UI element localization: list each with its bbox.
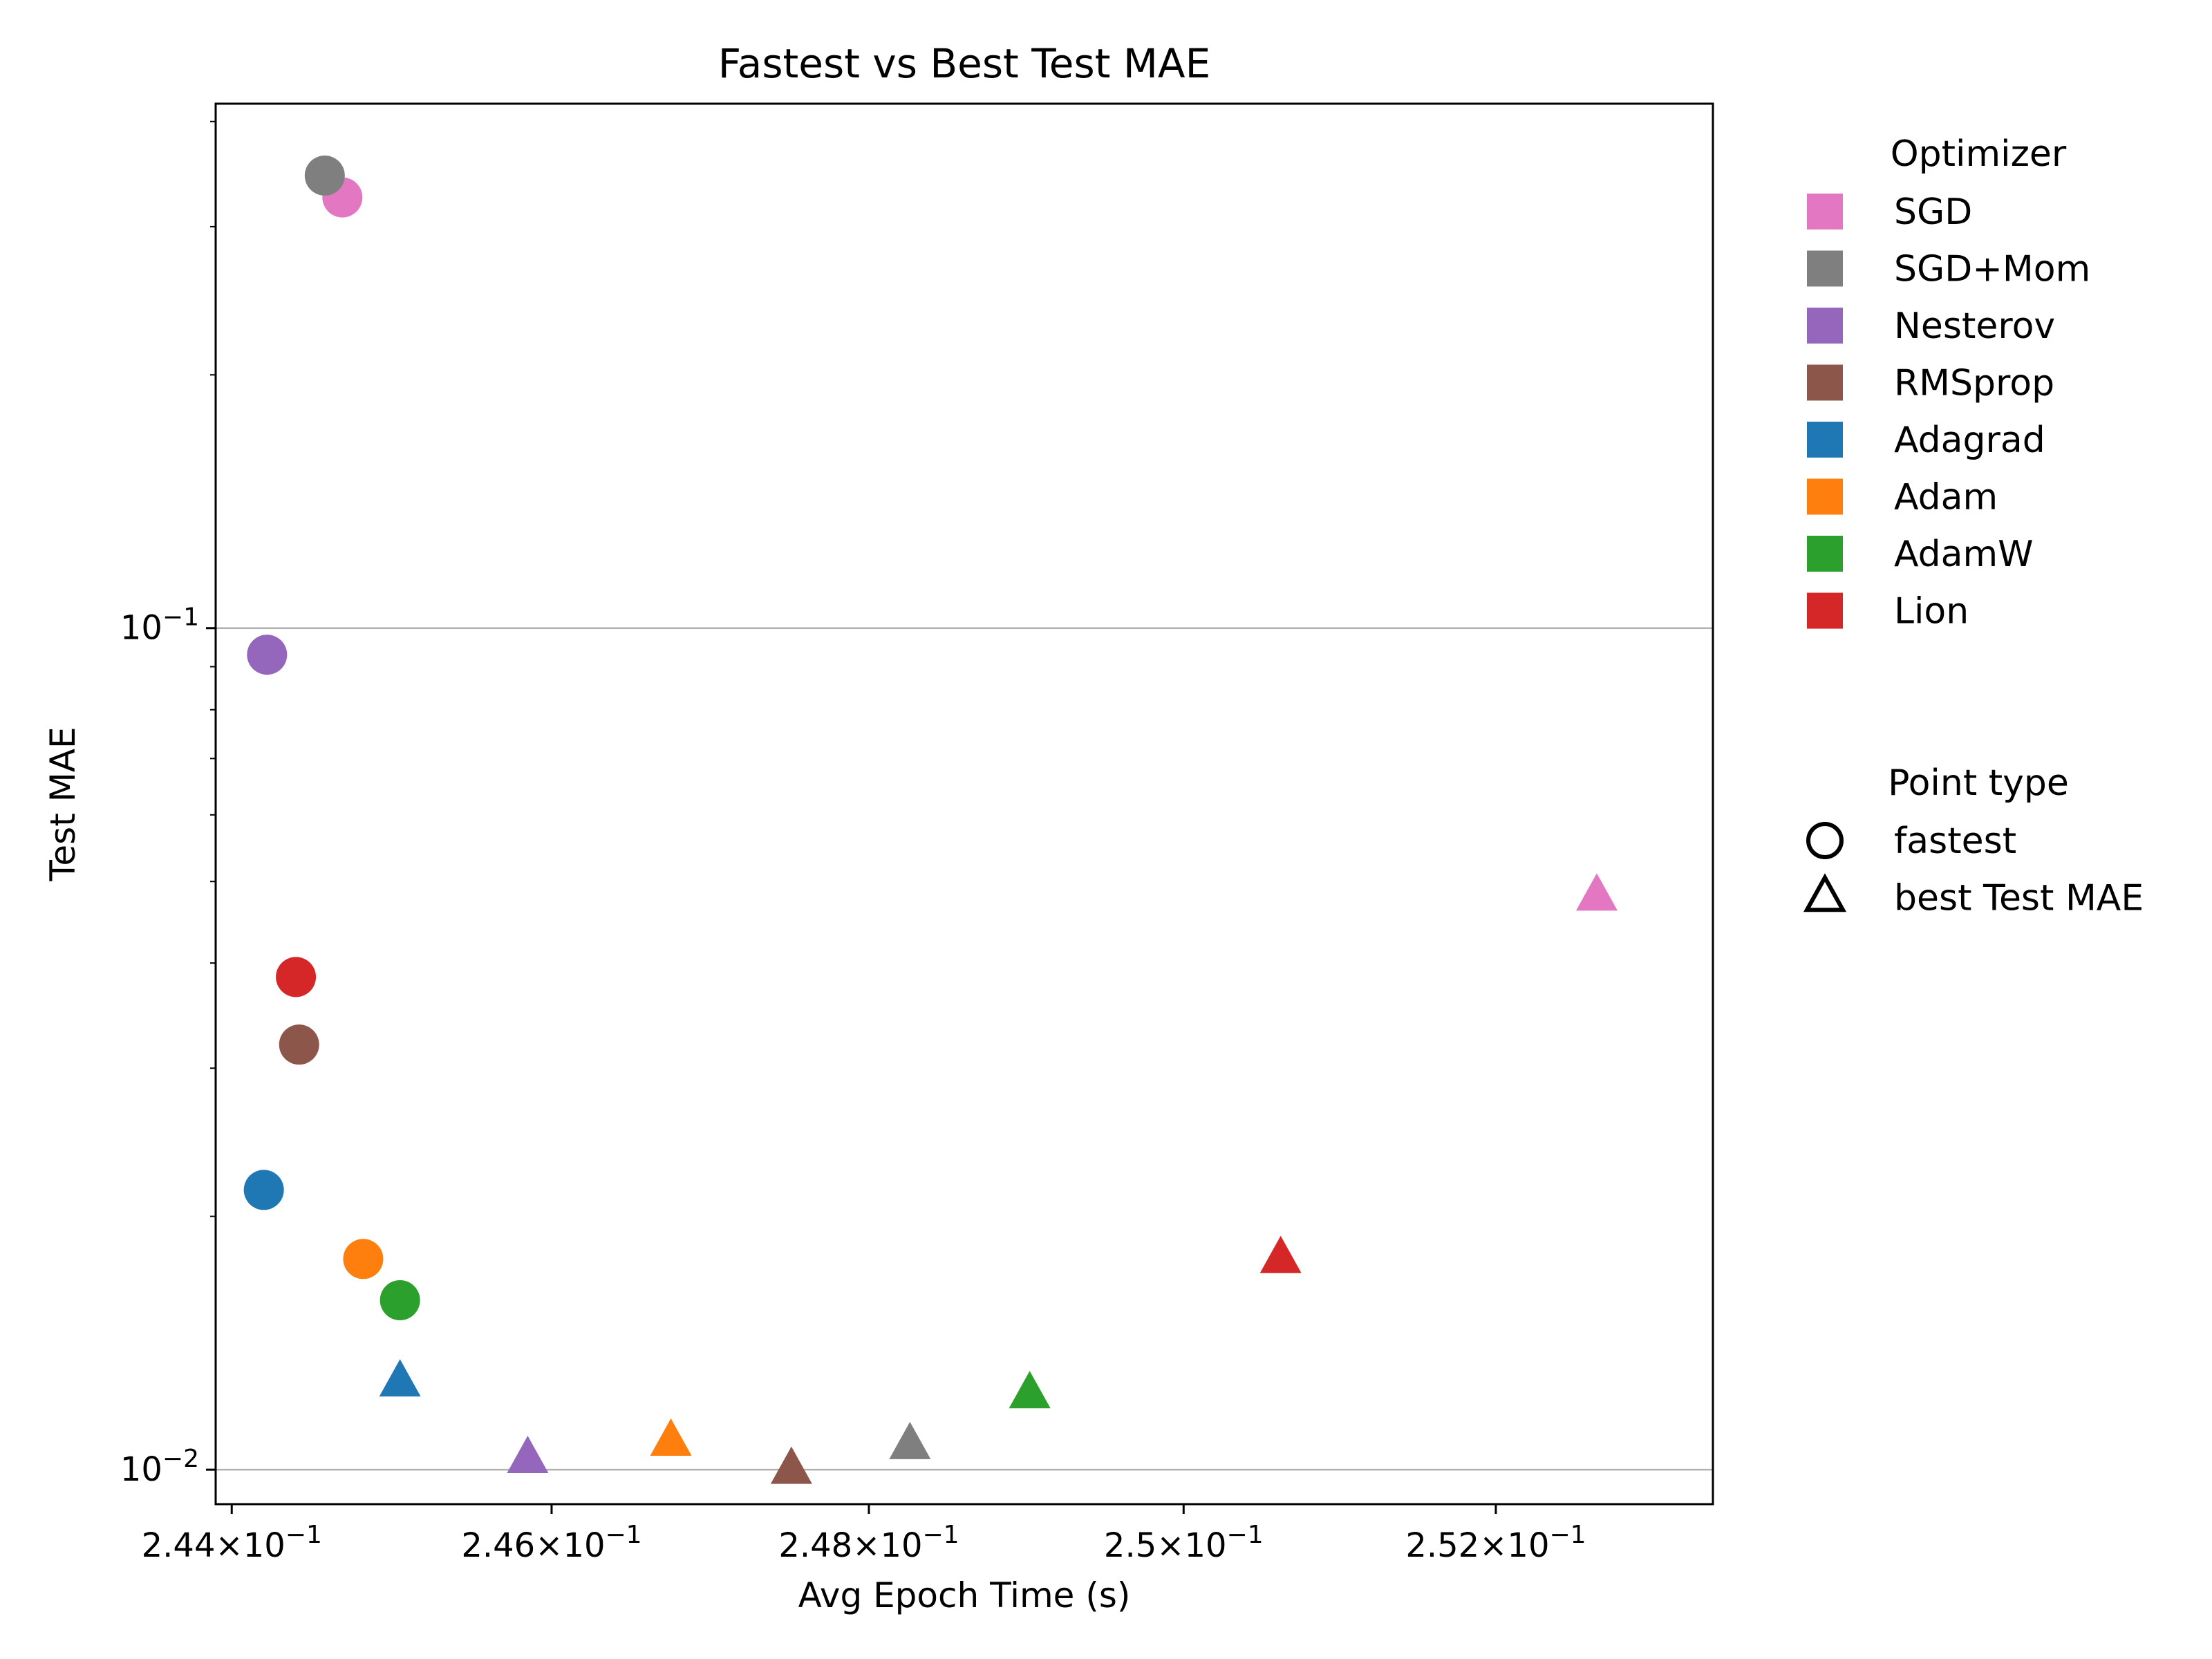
legend-label-adam: Adam	[1894, 477, 1998, 518]
legend-label-adamw: AdamW	[1894, 534, 2034, 575]
x-axis-label: Avg Epoch Time (s)	[798, 1575, 1131, 1615]
point-best-nesterov	[507, 1436, 549, 1474]
point-best-adam	[650, 1418, 692, 1456]
x-tick-label: 2.46×10−1	[461, 1521, 641, 1565]
legend-swatch-sgd-mom	[1807, 250, 1843, 287]
data-points	[243, 156, 1618, 1484]
legend-label-sgd: SGD	[1894, 191, 1972, 233]
x-tick-label: 2.5×10−1	[1104, 1521, 1264, 1565]
point-fastest-adagrad	[243, 1170, 284, 1210]
point-best-rmsprop	[770, 1446, 812, 1484]
axis-ticks: 10−2 10−1 2.44×10−1 2.46×10−1 2.48×10−1 2.5×1…	[120, 120, 1586, 1565]
point-fastest-adamw	[379, 1280, 420, 1320]
point-best-sgd-mom	[889, 1421, 931, 1459]
point-fastest-sgd-mom	[304, 156, 345, 196]
legend-swatch-adagrad	[1807, 422, 1843, 458]
legend-marker-fastest	[1806, 822, 1844, 859]
legend-swatch-sgd	[1807, 194, 1843, 229]
legend: Optimizer SGD SGD+Mom Nesterov RMSprop Adagra…	[1803, 133, 2144, 919]
x-tick-label: 2.44×10−1	[142, 1521, 322, 1565]
legend-marker-best	[1803, 873, 1847, 912]
legend-swatch-lion	[1807, 592, 1843, 629]
x-tick-label: 2.52×10−1	[1405, 1521, 1586, 1565]
legend-label-adagrad: Adagrad	[1894, 420, 2045, 461]
legend-label-fastest: fastest	[1894, 821, 2016, 862]
legend-swatch-adam	[1807, 478, 1843, 515]
point-best-sgd	[1575, 873, 1618, 911]
point-fastest-lion	[276, 957, 317, 997]
legend-label-rmsprop: RMSprop	[1894, 363, 2054, 404]
legend-title-optimizer: Optimizer	[1891, 133, 2067, 175]
y-tick-label: 10−1	[120, 603, 199, 648]
grid-lines	[216, 627, 1713, 1471]
legend-label-nesterov: Nesterov	[1894, 306, 2055, 347]
point-fastest-adam	[343, 1239, 384, 1280]
legend-label-best: best Test MAE	[1894, 878, 2144, 919]
legend-swatch-adamw	[1807, 536, 1843, 572]
point-fastest-nesterov	[247, 635, 288, 675]
point-best-adagrad	[379, 1359, 421, 1397]
plot-frame	[214, 102, 1714, 1506]
point-fastest-rmsprop	[279, 1024, 319, 1065]
y-tick-label: 10−2	[120, 1445, 199, 1489]
legend-title-point-type: Point type	[1888, 762, 2069, 804]
chart-title: Fastest vs Best Test MAE	[718, 40, 1210, 87]
point-best-lion	[1259, 1235, 1302, 1273]
x-tick-label: 2.48×10−1	[778, 1521, 959, 1565]
legend-label-sgd-mom: SGD+Mom	[1894, 249, 2090, 290]
legend-swatch-nesterov	[1807, 308, 1843, 344]
y-axis-label: Test MAE	[43, 727, 83, 881]
legend-swatch-rmsprop	[1807, 364, 1843, 401]
point-best-adamw	[1009, 1371, 1051, 1409]
legend-label-lion: Lion	[1894, 591, 1969, 632]
